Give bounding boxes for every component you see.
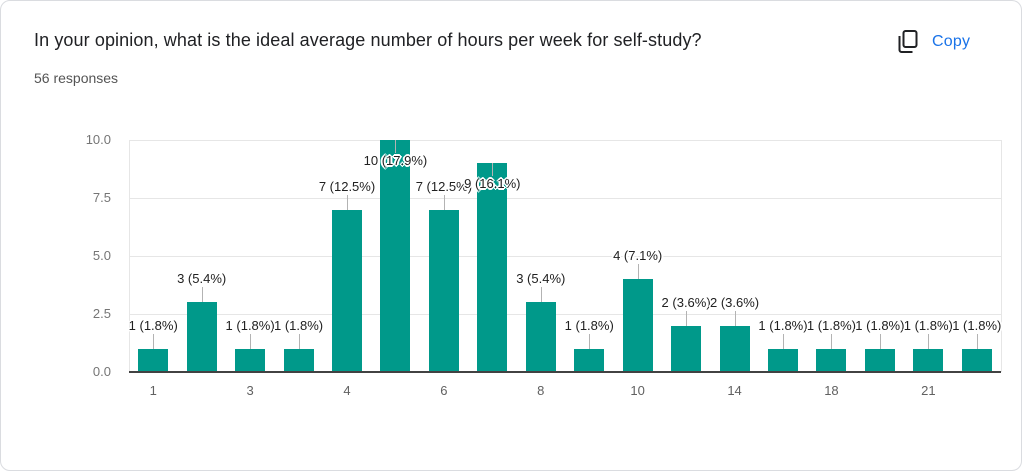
x-axis-tick-label: 14 (727, 383, 742, 398)
bar-value-label: 7 (12.5%) (415, 178, 473, 194)
x-axis-tick-label: 10 (630, 383, 645, 398)
bar-value-label: 1 (1.8%) (128, 317, 178, 333)
bar-value-label: 9 (16.1%) (464, 176, 521, 192)
gridline (129, 140, 1001, 141)
annotation-stem (395, 140, 397, 153)
y-axis-tick-label: 10.0 (85, 132, 111, 147)
annotation-stem (783, 333, 784, 349)
annotation-stem (686, 310, 688, 326)
bar-value-label: 4 (7.1%) (613, 248, 663, 264)
y-axis-tick-label: 2.5 (92, 306, 111, 321)
x-axis-tick-label: 21 (921, 383, 936, 398)
question-title: In your opinion, what is the ideal avera… (34, 30, 702, 50)
bar-value-label: 1 (1.8%) (564, 317, 614, 333)
x-axis-tick-label: 1 (149, 383, 157, 398)
x-axis-tick-label: 8 (537, 383, 545, 398)
annotation-stem (831, 333, 833, 349)
bar-value-label: 1 (1.8%) (855, 317, 905, 333)
bar-value-label: 10 (17.9%) (363, 153, 428, 168)
bar[interactable] (428, 209, 459, 371)
bar[interactable] (186, 302, 217, 371)
annotation-stem (637, 264, 639, 280)
annotation-stem (201, 287, 203, 303)
bar[interactable] (574, 348, 605, 371)
bar[interactable] (380, 140, 411, 371)
annotation-stem (540, 287, 542, 303)
bar[interactable] (622, 279, 653, 371)
x-axis-tick-label: 18 (824, 383, 839, 398)
bar[interactable] (719, 325, 750, 371)
bar[interactable] (235, 348, 266, 371)
x-axis-tick-label: 6 (440, 383, 448, 398)
annotation-stem (589, 333, 591, 349)
plot-area-edge (129, 140, 130, 372)
bar[interactable] (961, 348, 992, 371)
annotation-stem (347, 194, 348, 210)
x-axis-tick-label: 3 (246, 383, 254, 398)
plot-area-edge (1001, 140, 1002, 372)
annotation-stem (250, 333, 252, 349)
gridline (129, 314, 1001, 315)
bar[interactable] (864, 348, 895, 371)
copy-button-label: Copy (932, 33, 971, 50)
x-axis-baseline (129, 371, 1001, 373)
bar-value-label: 1 (1.8%) (273, 317, 324, 333)
bar[interactable] (477, 163, 508, 371)
bar-value-label: 3 (5.4%) (177, 271, 227, 287)
bar[interactable] (332, 209, 362, 371)
annotation-stem (492, 163, 494, 177)
bar-value-label: 1 (1.8%) (225, 317, 275, 333)
y-axis-tick-label: 0.0 (92, 364, 111, 379)
y-axis-tick-label: 5.0 (92, 248, 111, 263)
annotation-stem (928, 333, 930, 349)
bar[interactable] (525, 302, 556, 371)
bar[interactable] (913, 348, 944, 371)
bar-value-label: 1 (1.8%) (903, 317, 953, 333)
content-copy-icon (895, 29, 919, 55)
bar-value-label: 1 (1.8%) (806, 317, 857, 333)
responses-count: 56 responses (34, 70, 119, 86)
bar[interactable] (671, 325, 702, 371)
annotation-stem (879, 333, 881, 349)
bar[interactable] (138, 348, 169, 371)
annotation-stem (734, 310, 736, 326)
bar-value-label: 1 (1.8%) (952, 317, 1002, 333)
annotation-stem (298, 333, 300, 349)
bar[interactable] (768, 348, 798, 371)
gridline (129, 256, 1001, 257)
bar-value-label: 1 (1.8%) (758, 317, 808, 333)
gridline (129, 198, 1001, 199)
annotation-stem (976, 333, 978, 349)
bar-value-label: 3 (5.4%) (516, 271, 566, 287)
bar-value-label: 7 (12.5%) (318, 178, 376, 194)
y-axis-tick-label: 7.5 (92, 190, 111, 205)
bar-value-label: 2 (3.6%) (661, 294, 711, 310)
bar[interactable] (283, 348, 314, 371)
bar-value-label: 2 (3.6%) (709, 294, 760, 310)
annotation-stem (443, 194, 445, 210)
copy-button[interactable]: Copy (889, 25, 976, 59)
bar[interactable] (816, 348, 847, 371)
x-axis-tick-label: 4 (343, 383, 351, 398)
annotation-stem (153, 333, 155, 349)
